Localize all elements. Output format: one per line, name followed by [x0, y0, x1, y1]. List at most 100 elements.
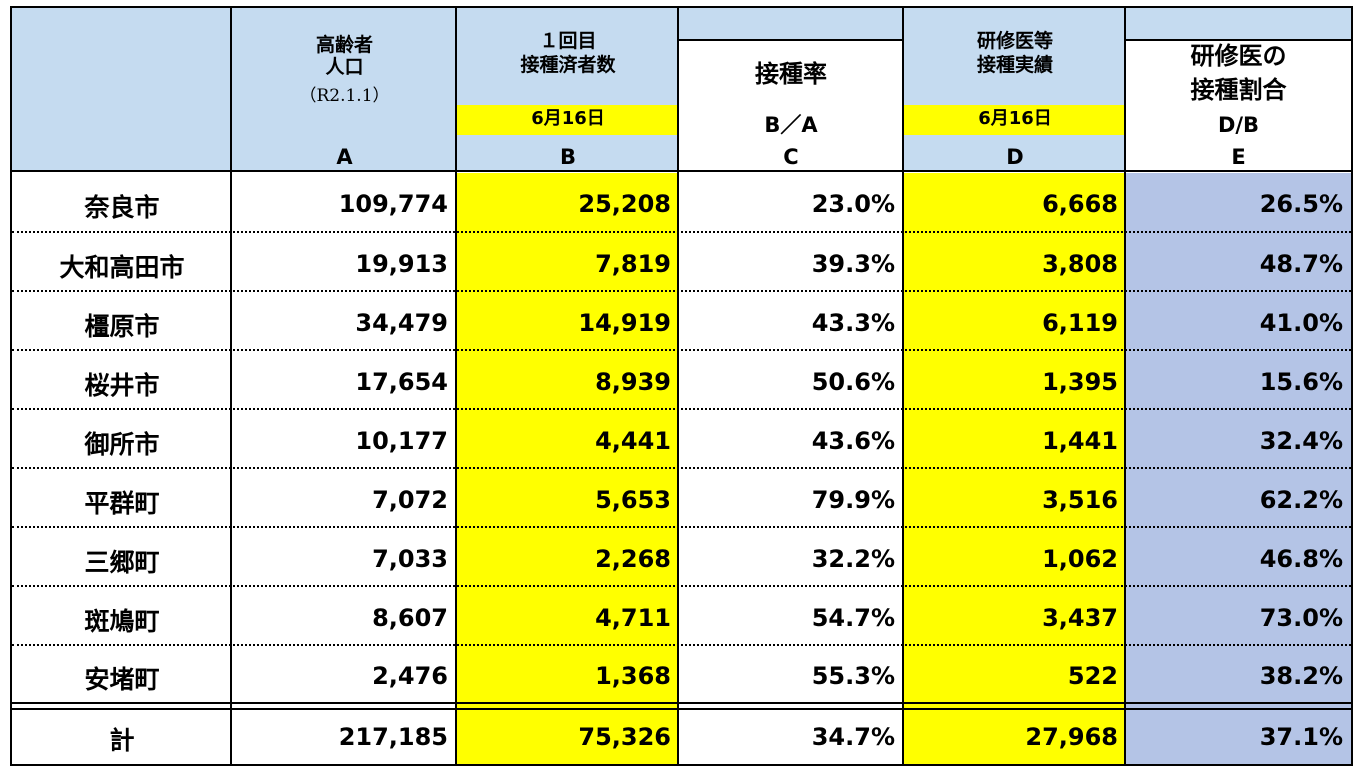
- value-c: 79.9%: [811, 486, 895, 514]
- row-separator: [12, 467, 1351, 469]
- col-b-letter: B: [559, 145, 576, 169]
- total-separator-2: [12, 708, 1351, 710]
- col-e-header-line2: 接種割合: [1190, 76, 1287, 104]
- value-a: 8,607: [372, 604, 448, 632]
- divider-v3: [677, 8, 679, 764]
- value-a: 34,479: [355, 309, 448, 337]
- col-e-formula: D/B: [1217, 113, 1260, 137]
- total-a: 217,185: [338, 723, 448, 751]
- value-b: 2,268: [595, 545, 671, 573]
- value-a: 19,913: [355, 250, 448, 278]
- value-c: 32.2%: [811, 545, 895, 573]
- value-e: 73.0%: [1259, 604, 1343, 632]
- row-name: 斑鳩町: [84, 607, 160, 636]
- value-b: 4,711: [595, 604, 671, 632]
- row-separator: [12, 231, 1351, 233]
- header-bottom-line: [12, 170, 1351, 172]
- col-d-date-band: [904, 105, 1126, 135]
- row-separator: [12, 408, 1351, 410]
- col-e-header-top: [1126, 39, 1351, 41]
- col-b-date-band: [457, 105, 679, 135]
- value-d: 1,062: [1042, 545, 1118, 573]
- row-separator: [12, 644, 1351, 646]
- value-b: 7,819: [595, 250, 671, 278]
- value-c: 54.7%: [811, 604, 895, 632]
- value-a: 17,654: [355, 368, 448, 396]
- total-label: 計: [109, 726, 135, 755]
- value-d: 6,119: [1042, 309, 1118, 337]
- row-name: 三郷町: [84, 548, 160, 577]
- divider-v4: [902, 8, 904, 764]
- value-c: 39.3%: [811, 250, 895, 278]
- value-a: 7,072: [372, 486, 448, 514]
- value-e: 15.6%: [1259, 368, 1343, 396]
- value-e: 32.4%: [1259, 427, 1343, 455]
- divider-v5: [1124, 8, 1126, 764]
- value-d: 1,441: [1042, 427, 1118, 455]
- col-c-header-body: [679, 41, 903, 171]
- col-c-formula: B／A: [764, 113, 818, 137]
- col-d-header-line2: 接種実績: [976, 54, 1053, 76]
- row-name: 奈良市: [84, 193, 160, 222]
- value-a: 109,774: [338, 190, 448, 218]
- value-e: 48.7%: [1259, 250, 1343, 278]
- value-a: 2,476: [372, 662, 448, 690]
- value-d: 3,516: [1042, 486, 1118, 514]
- table-frame: [10, 6, 1353, 766]
- value-e: 41.0%: [1259, 309, 1343, 337]
- divider-v2: [455, 8, 457, 764]
- row-name: 安堵町: [84, 665, 160, 694]
- row-separator: [12, 526, 1351, 528]
- col-c-header-top: [679, 39, 903, 41]
- row-separator: [12, 585, 1351, 587]
- value-e: 62.2%: [1259, 486, 1343, 514]
- row-separator: [12, 349, 1351, 351]
- value-d: 3,437: [1042, 604, 1118, 632]
- col-b-header-line1: １回目: [539, 30, 597, 52]
- total-separator-1: [12, 702, 1351, 704]
- value-a: 7,033: [372, 545, 448, 573]
- col-a-header-line2: 人口: [325, 56, 364, 78]
- col-d-header-line1: 研修医等: [976, 30, 1053, 52]
- col-a-letter: A: [336, 145, 353, 169]
- col-c-letter: C: [783, 145, 799, 169]
- value-b: 1,368: [595, 662, 671, 690]
- col-e-letter: E: [1231, 145, 1246, 169]
- total-d: 27,968: [1025, 723, 1118, 751]
- value-c: 43.6%: [811, 427, 895, 455]
- value-e: 46.8%: [1259, 545, 1343, 573]
- col-b-header-line2: 接種済者数: [520, 54, 616, 76]
- col-b-date: 6月16日: [531, 108, 605, 129]
- row-name: 橿原市: [84, 312, 160, 341]
- value-d: 522: [1067, 662, 1118, 690]
- value-d: 6,668: [1042, 190, 1118, 218]
- value-b: 5,653: [595, 486, 671, 514]
- total-c: 34.7%: [811, 723, 895, 751]
- value-b: 25,208: [578, 190, 671, 218]
- row-name: 平群町: [84, 489, 160, 518]
- value-c: 50.6%: [811, 368, 895, 396]
- value-d: 1,395: [1042, 368, 1118, 396]
- value-e: 38.2%: [1259, 662, 1343, 690]
- value-e: 26.5%: [1259, 190, 1343, 218]
- row-name: 桜井市: [84, 371, 160, 400]
- col-d-date: 6月16日: [978, 108, 1052, 129]
- row-name: 大和高田市: [59, 253, 185, 282]
- value-a: 10,177: [355, 427, 448, 455]
- total-b: 75,326: [578, 723, 671, 751]
- divider-v1: [230, 8, 232, 764]
- value-b: 8,939: [595, 368, 671, 396]
- total-e: 37.1%: [1259, 723, 1343, 751]
- col-e-header-line1: 研修医の: [1190, 42, 1287, 70]
- col-e-header-body: [1126, 41, 1351, 171]
- col-a-header-line1: 高齢者: [315, 34, 373, 56]
- value-c: 43.3%: [811, 309, 895, 337]
- value-b: 4,441: [595, 427, 671, 455]
- row-name: 御所市: [84, 430, 160, 459]
- col-a-header-line3: （R2.1.1）: [299, 86, 390, 106]
- value-d: 3,808: [1042, 250, 1118, 278]
- col-d-letter: D: [1006, 145, 1024, 169]
- value-c: 55.3%: [811, 662, 895, 690]
- col-c-header-label: 接種率: [755, 60, 827, 88]
